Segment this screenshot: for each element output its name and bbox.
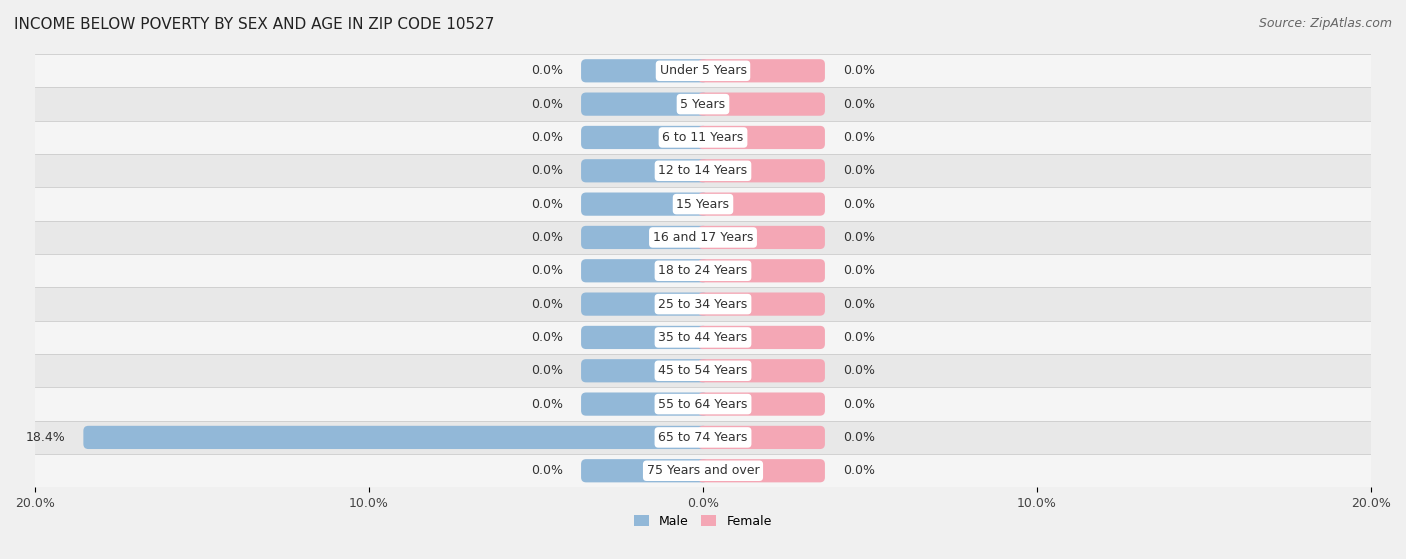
Text: 0.0%: 0.0% — [530, 198, 562, 211]
Text: 15 Years: 15 Years — [676, 198, 730, 211]
Text: 0.0%: 0.0% — [530, 331, 562, 344]
Text: 0.0%: 0.0% — [530, 64, 562, 77]
FancyBboxPatch shape — [581, 192, 709, 216]
Text: INCOME BELOW POVERTY BY SEX AND AGE IN ZIP CODE 10527: INCOME BELOW POVERTY BY SEX AND AGE IN Z… — [14, 17, 495, 32]
Bar — [35, 54, 1371, 87]
Text: 0.0%: 0.0% — [530, 297, 562, 311]
Text: 0.0%: 0.0% — [844, 397, 876, 411]
FancyBboxPatch shape — [581, 259, 709, 282]
Text: 0.0%: 0.0% — [530, 231, 562, 244]
FancyBboxPatch shape — [697, 192, 825, 216]
FancyBboxPatch shape — [697, 392, 825, 416]
Bar — [35, 254, 1371, 287]
Bar — [35, 387, 1371, 421]
FancyBboxPatch shape — [581, 392, 709, 416]
Text: 6 to 11 Years: 6 to 11 Years — [662, 131, 744, 144]
FancyBboxPatch shape — [581, 359, 709, 382]
FancyBboxPatch shape — [697, 159, 825, 182]
Text: 18 to 24 Years: 18 to 24 Years — [658, 264, 748, 277]
Text: 0.0%: 0.0% — [844, 264, 876, 277]
Text: 55 to 64 Years: 55 to 64 Years — [658, 397, 748, 411]
Text: 0.0%: 0.0% — [530, 98, 562, 111]
Text: 45 to 54 Years: 45 to 54 Years — [658, 364, 748, 377]
FancyBboxPatch shape — [697, 226, 825, 249]
Text: 0.0%: 0.0% — [844, 431, 876, 444]
Text: 18.4%: 18.4% — [25, 431, 65, 444]
FancyBboxPatch shape — [697, 359, 825, 382]
FancyBboxPatch shape — [581, 126, 709, 149]
FancyBboxPatch shape — [697, 59, 825, 82]
Bar — [35, 87, 1371, 121]
Text: 0.0%: 0.0% — [530, 364, 562, 377]
Text: 0.0%: 0.0% — [844, 231, 876, 244]
Text: 0.0%: 0.0% — [530, 264, 562, 277]
FancyBboxPatch shape — [697, 326, 825, 349]
FancyBboxPatch shape — [697, 426, 825, 449]
Text: 0.0%: 0.0% — [844, 164, 876, 177]
Text: 0.0%: 0.0% — [844, 364, 876, 377]
Legend: Male, Female: Male, Female — [630, 510, 776, 533]
Text: 0.0%: 0.0% — [844, 331, 876, 344]
Text: 0.0%: 0.0% — [530, 131, 562, 144]
FancyBboxPatch shape — [581, 326, 709, 349]
FancyBboxPatch shape — [581, 159, 709, 182]
Text: 0.0%: 0.0% — [530, 397, 562, 411]
Text: 0.0%: 0.0% — [530, 465, 562, 477]
FancyBboxPatch shape — [697, 92, 825, 116]
Bar — [35, 221, 1371, 254]
FancyBboxPatch shape — [581, 459, 709, 482]
Text: 5 Years: 5 Years — [681, 98, 725, 111]
FancyBboxPatch shape — [83, 426, 709, 449]
Text: 0.0%: 0.0% — [844, 98, 876, 111]
Text: 35 to 44 Years: 35 to 44 Years — [658, 331, 748, 344]
Text: Under 5 Years: Under 5 Years — [659, 64, 747, 77]
Bar — [35, 154, 1371, 187]
FancyBboxPatch shape — [581, 59, 709, 82]
Bar — [35, 421, 1371, 454]
Text: 16 and 17 Years: 16 and 17 Years — [652, 231, 754, 244]
Bar — [35, 354, 1371, 387]
FancyBboxPatch shape — [697, 292, 825, 316]
Text: Source: ZipAtlas.com: Source: ZipAtlas.com — [1258, 17, 1392, 30]
Text: 0.0%: 0.0% — [844, 465, 876, 477]
Bar — [35, 454, 1371, 487]
FancyBboxPatch shape — [581, 92, 709, 116]
Text: 0.0%: 0.0% — [844, 64, 876, 77]
Text: 12 to 14 Years: 12 to 14 Years — [658, 164, 748, 177]
Text: 0.0%: 0.0% — [844, 297, 876, 311]
Text: 65 to 74 Years: 65 to 74 Years — [658, 431, 748, 444]
FancyBboxPatch shape — [697, 126, 825, 149]
FancyBboxPatch shape — [697, 459, 825, 482]
Text: 25 to 34 Years: 25 to 34 Years — [658, 297, 748, 311]
Bar — [35, 187, 1371, 221]
FancyBboxPatch shape — [581, 292, 709, 316]
Text: 0.0%: 0.0% — [844, 198, 876, 211]
Text: 75 Years and over: 75 Years and over — [647, 465, 759, 477]
Text: 0.0%: 0.0% — [844, 131, 876, 144]
Bar — [35, 121, 1371, 154]
FancyBboxPatch shape — [581, 226, 709, 249]
FancyBboxPatch shape — [697, 259, 825, 282]
Bar — [35, 321, 1371, 354]
Text: 0.0%: 0.0% — [530, 164, 562, 177]
Bar — [35, 287, 1371, 321]
